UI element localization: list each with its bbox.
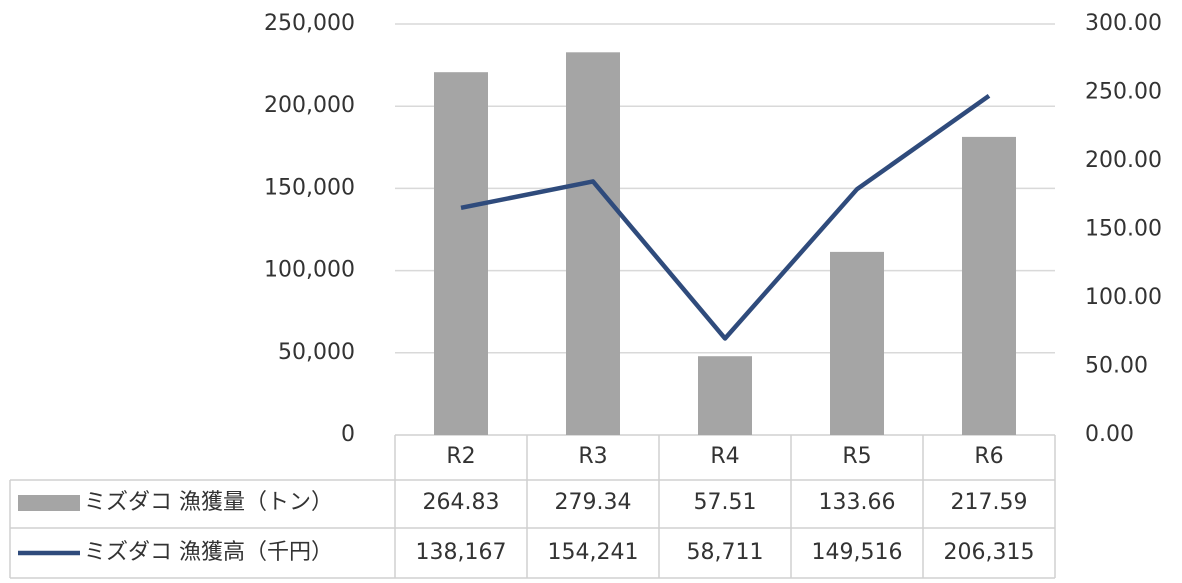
bar	[434, 72, 488, 436]
y2-tick-label: 200.00	[1085, 148, 1162, 173]
legend-label: ミズダコ 漁獲量（トン）	[84, 490, 333, 515]
y-tick-label: 250,000	[264, 11, 355, 36]
table-value: 206,315	[944, 540, 1035, 565]
table-value: 154,241	[548, 540, 639, 565]
x-tick-label: R4	[710, 444, 739, 469]
x-tick-label: R3	[578, 444, 607, 469]
y-tick-label: 100,000	[264, 258, 355, 283]
table-value: 57.51	[694, 490, 757, 515]
bar	[962, 136, 1016, 435]
x-tick-label: R6	[974, 444, 1003, 469]
legend-label: ミズダコ 漁獲高（千円）	[84, 540, 333, 565]
table-value: 138,167	[416, 540, 507, 565]
y-tick-label: 50,000	[278, 340, 355, 365]
table-value: 279.34	[555, 490, 632, 515]
x-tick-label: R5	[842, 444, 871, 469]
bar	[566, 52, 620, 435]
y-tick-label: 200,000	[264, 93, 355, 118]
line	[460, 93, 991, 341]
bar	[830, 251, 884, 435]
table-value: 264.83	[423, 490, 500, 515]
table-value: 133.66	[819, 490, 896, 515]
y2-tick-label: 0.00	[1085, 422, 1134, 447]
y2-tick-label: 300.00	[1085, 11, 1162, 36]
y2-tick-label: 150.00	[1085, 217, 1162, 242]
table-value: 217.59	[951, 490, 1028, 515]
legend-swatch	[18, 495, 80, 511]
y2-tick-label: 100.00	[1085, 285, 1162, 310]
table-value: 58,711	[687, 540, 764, 565]
x-tick-label: R2	[446, 444, 475, 469]
y2-tick-label: 50.00	[1085, 354, 1148, 379]
y-tick-label: 150,000	[264, 175, 355, 200]
data-table-borders	[9, 434, 1056, 579]
bar	[698, 356, 752, 435]
y2-tick-label: 250.00	[1085, 80, 1162, 105]
table-value: 149,516	[812, 540, 903, 565]
y-tick-label: 0	[341, 422, 355, 447]
